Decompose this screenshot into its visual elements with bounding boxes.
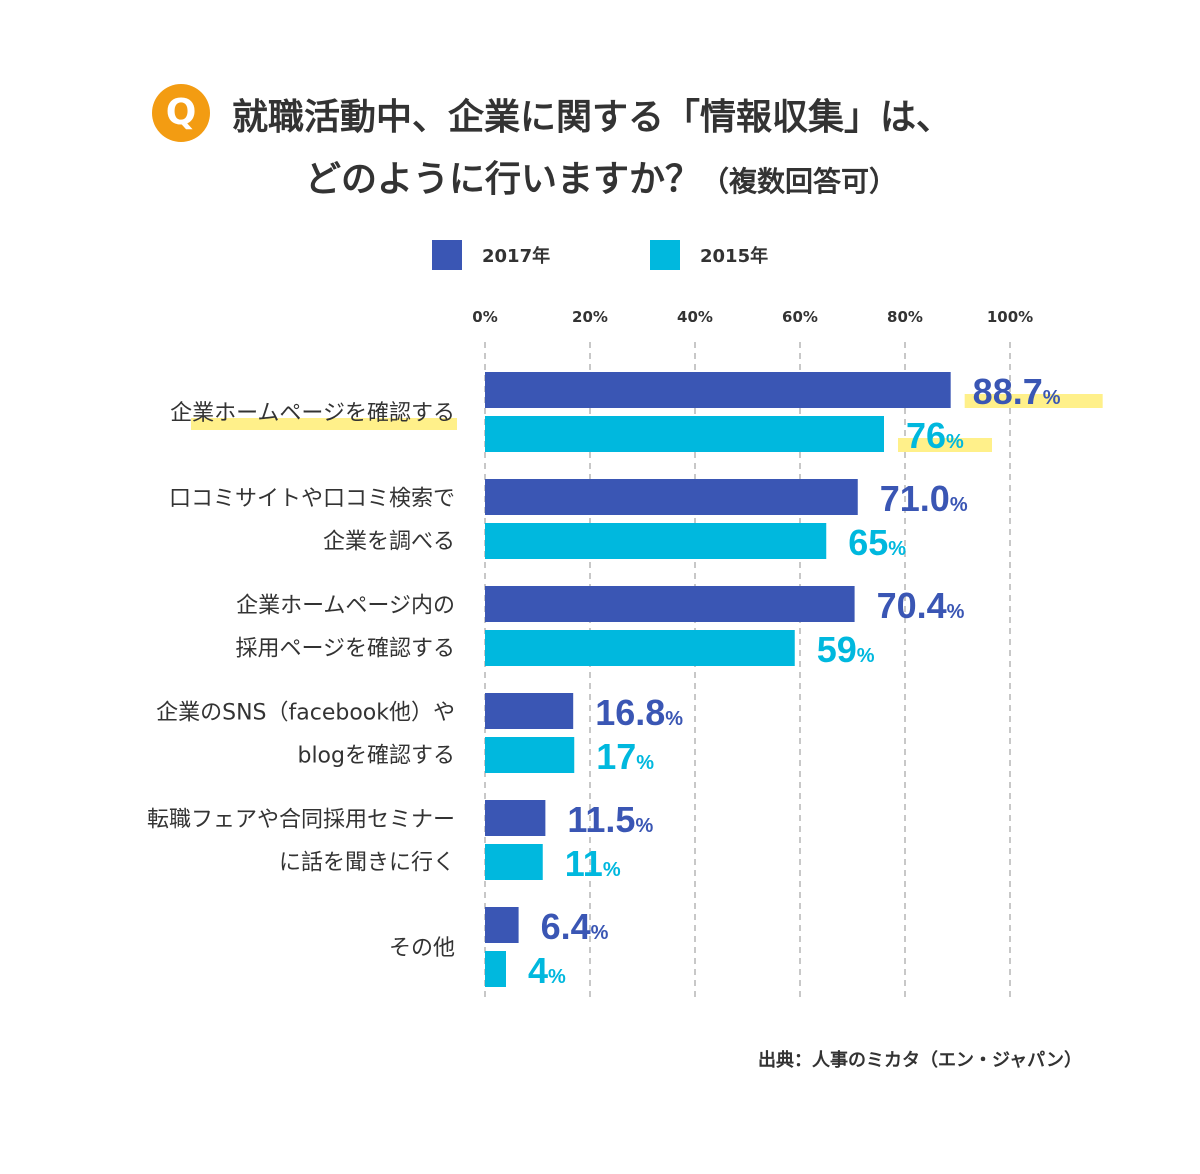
page-title-sub: （複数回答可） [701,165,898,198]
bar-2015年-5 [485,951,506,987]
x-tick-label: 100% [987,308,1033,326]
category-label: 採用ページを確認する [235,637,455,662]
data-label-2015年-0: 76% [906,415,964,456]
legend-label-2015: 2015年 [700,246,769,267]
bar-2015年-0 [485,416,884,452]
legend-swatch-2017 [432,240,462,270]
data-label-2015年-4: 11% [565,843,621,884]
category-label: 企業ホームページを確認する [170,401,455,426]
x-tick-label: 60% [782,308,818,326]
data-label-2017年-2: 70.4% [877,585,965,626]
data-label-2017年-1: 71.0% [880,478,968,519]
x-tick-label: 80% [887,308,923,326]
legend-item-2017: 2017年 [432,240,550,270]
x-tick-label: 20% [572,308,608,326]
page-title-line2: どのように行いますか？（複数回答可） [305,150,897,202]
bar-2017年-0 [485,372,951,408]
category-label: 企業を調べる [323,530,455,555]
value-highlight [898,438,992,452]
data-label-2017年-5: 6.4% [541,906,609,947]
page-title-line2-text: どのように行いますか？ [305,159,702,200]
page-title-line1: 就職活動中、企業に関する「情報収集」は、 [232,97,953,138]
x-tick-label: 40% [677,308,713,326]
category-label: 口コミサイトや口コミ検索で [169,487,455,512]
x-tick-label: 0% [472,308,497,326]
legend-swatch-2015 [650,240,680,270]
data-label-2017年-4: 11.5% [567,799,653,840]
data-label-2015年-2: 59% [817,629,875,670]
bar-2017年-3 [485,693,574,729]
bar-2017年-2 [485,586,855,622]
legend-item-2015: 2015年 [650,240,768,270]
bar-2015年-1 [485,523,827,559]
legend-label-2017: 2017年 [482,246,551,267]
category-label: 企業ホームページ内の [236,594,455,619]
source-citation: 出典：人事のミカタ（エン・ジャパン） [758,1050,1082,1071]
category-label: その他 [389,936,455,961]
bar-2015年-2 [485,630,795,666]
data-label-2017年-0: 88.7% [973,371,1061,412]
category-highlight [191,418,457,430]
value-highlight [964,394,1103,408]
bar-2015年-3 [485,737,575,773]
bar-2015年-4 [485,844,543,880]
category-label: blogを確認する [297,744,455,769]
data-label-2017年-3: 16.8% [595,692,683,733]
question-badge: Q [152,84,210,142]
bar-2017年-5 [485,907,519,943]
category-label: 企業のSNS（facebook他）や [156,701,455,726]
category-label: 転職フェアや合同採用セミナー [147,808,455,833]
category-label: に話を聞きに行く [279,851,455,876]
bar-2017年-4 [485,800,546,836]
data-label-2015年-3: 17% [596,736,654,777]
data-label-2015年-5: 4% [528,950,566,991]
bar-2017年-1 [485,479,858,515]
data-label-2015年-1: 65% [848,522,906,563]
